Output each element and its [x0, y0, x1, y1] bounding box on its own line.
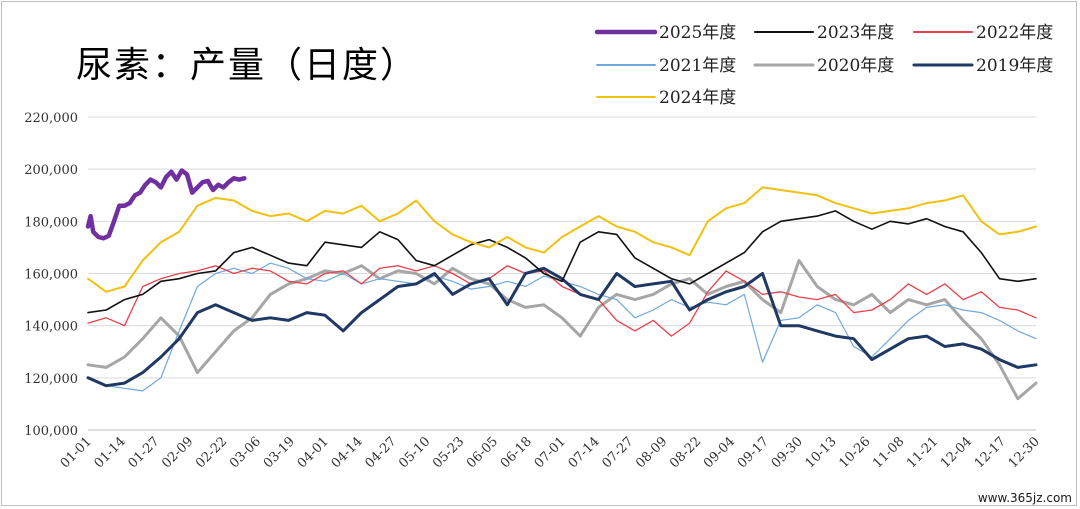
- x-tick-label: 08-09: [633, 434, 670, 471]
- series-line-2019年度: [86, 266, 1038, 388]
- watermark: www.365jz.com: [975, 491, 1074, 505]
- x-tick-label: 12-30: [1006, 434, 1043, 471]
- x-tick-label: 04-01: [295, 434, 332, 471]
- x-tick-label: 10-13: [803, 434, 840, 471]
- legend: 2025年度 2023年度 2022年度 2021年度 2020年度 2019年度 2024…: [594, 23, 1053, 108]
- series-line-2022年度: [87, 265, 1037, 337]
- x-tick-label: 09-30: [769, 434, 806, 471]
- series-lines: [85, 168, 1038, 401]
- x-tick-label: 02-22: [193, 434, 230, 471]
- series-line-2021年度: [87, 262, 1037, 392]
- x-axis-tick-labels: 01-0101-1401-2702-0902-2203-0603-1904-01…: [58, 434, 1043, 471]
- x-tick-label: 06-05: [464, 434, 501, 471]
- series-line-2023年度: [87, 210, 1037, 314]
- y-tick-label: 140,000: [24, 320, 78, 335]
- x-tick-label: 08-22: [667, 434, 704, 471]
- x-tick-label: 11-21: [904, 434, 941, 471]
- legend-label: 2022年度: [976, 23, 1053, 43]
- x-tick-label: 01-27: [125, 434, 162, 471]
- legend-label: 2025年度: [659, 23, 736, 43]
- legend-label: 2021年度: [659, 56, 736, 76]
- legend-label: 2019年度: [976, 56, 1053, 76]
- legend-label: 2020年度: [817, 56, 894, 76]
- x-tick-label: 01-01: [58, 434, 95, 471]
- y-tick-label: 160,000: [24, 268, 78, 283]
- x-tick-label: 10-26: [836, 434, 873, 471]
- x-tick-label: 12-17: [972, 434, 1009, 471]
- x-tick-label: 04-14: [329, 434, 366, 471]
- y-axis-tick-labels: 100,000 120,000 140,000 160,000 180,000 200,0…: [24, 111, 78, 439]
- y-tick-label: 220,000: [24, 111, 78, 126]
- legend-label: 2024年度: [659, 88, 736, 108]
- y-tick-label: 180,000: [24, 215, 78, 230]
- x-tick-label: 09-04: [701, 434, 738, 471]
- series-line-2025年度: [85, 168, 247, 241]
- x-tick-label: 06-18: [498, 434, 535, 471]
- x-tick-label: 03-19: [261, 434, 298, 471]
- chart-title: 尿素：产量（日度）: [76, 45, 419, 86]
- x-tick-label: 02-09: [159, 434, 196, 471]
- x-tick-label: 09-17: [735, 434, 772, 471]
- grid-lines: [88, 116, 1036, 431]
- series-line-2024年度: [87, 186, 1037, 293]
- x-tick-label: 01-14: [92, 434, 129, 471]
- y-tick-label: 100,000: [24, 424, 78, 439]
- x-tick-label: 07-14: [566, 434, 603, 471]
- series-line-2020年度: [86, 259, 1038, 401]
- x-tick-label: 04-27: [362, 434, 399, 471]
- x-tick-label: 07-01: [532, 434, 569, 471]
- x-tick-label: 11-08: [870, 434, 907, 471]
- x-tick-label: 12-04: [938, 434, 975, 471]
- x-tick-label: 05-23: [430, 434, 467, 471]
- x-tick-label: 05-10: [396, 434, 433, 471]
- x-tick-label: 07-27: [599, 434, 636, 471]
- y-tick-label: 120,000: [24, 372, 78, 387]
- legend-label: 2023年度: [817, 23, 894, 43]
- y-tick-label: 200,000: [24, 163, 78, 178]
- x-tick-label: 03-06: [227, 434, 264, 471]
